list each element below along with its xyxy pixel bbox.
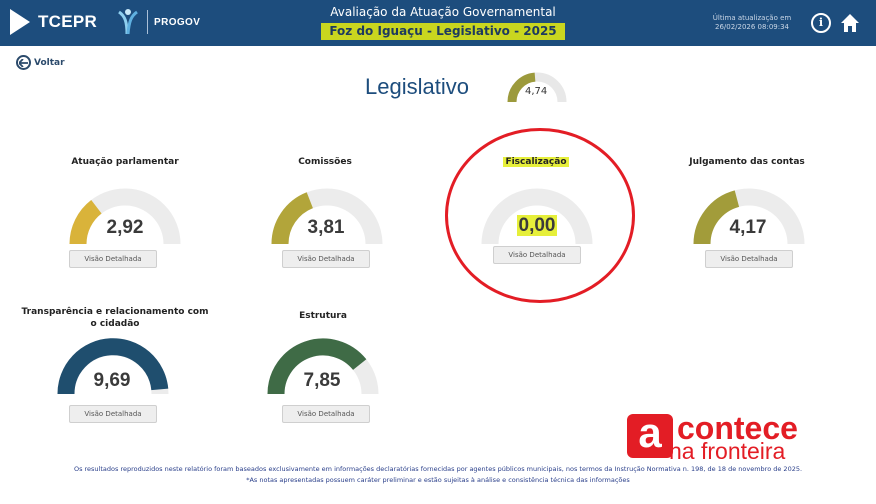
report-title-block: Avaliação da Atuação Governamental Foz d… xyxy=(300,4,586,40)
overall-gauge xyxy=(507,72,567,103)
progov-divider xyxy=(147,10,148,34)
watermark-line1: contece xyxy=(677,410,798,446)
card-atuacao-parlamentar: Atuação parlamentar xyxy=(30,156,220,168)
overall-gauge-fill xyxy=(507,72,536,103)
card-transparencia: Transparência e relacionamento com o cid… xyxy=(17,306,213,330)
score-estrutura: 7,85 xyxy=(303,370,341,391)
gauge-estrutura xyxy=(267,338,379,395)
card-label: Julgamento das contas xyxy=(689,157,805,167)
back-button[interactable]: Voltar xyxy=(16,55,65,70)
last-update: Última atualização em 26/02/2026 08:09:3… xyxy=(706,14,798,32)
footer-disclaimer: Os resultados reproduzidos neste relatór… xyxy=(73,465,803,473)
back-arrow-icon xyxy=(16,55,31,70)
detail-button-transparencia[interactable]: Visão Detalhada xyxy=(69,405,157,423)
card-comissoes: Comissões xyxy=(230,156,420,168)
gauge-fill xyxy=(271,192,314,245)
gauge-julgamento-das-contas xyxy=(693,188,805,245)
home-icon[interactable] xyxy=(838,11,862,35)
card-julgamento-das-contas: Julgamento das contas xyxy=(652,156,842,168)
card-label: Estrutura xyxy=(299,311,347,321)
overall-score: 4,74 xyxy=(525,86,548,97)
tcepr-arrow-icon xyxy=(10,9,30,35)
detail-button-julgamento-das-contas[interactable]: Visão Detalhada xyxy=(705,250,793,268)
top-bar: TCEPR PROGOV Avaliação da Atuação Govern… xyxy=(0,0,876,46)
detail-button-comissoes[interactable]: Visão Detalhada xyxy=(282,250,370,268)
page-title: Legislativo xyxy=(365,74,469,99)
card-label: Atuação parlamentar xyxy=(71,157,179,167)
score-transparencia: 9,69 xyxy=(93,370,131,391)
gauge-transparencia xyxy=(57,338,169,395)
footer-note: *As notas apresentadas possuem caráter p… xyxy=(246,476,630,484)
tcepr-logo[interactable]: TCEPR xyxy=(10,9,97,35)
card-label: Transparência e relacionamento com o cid… xyxy=(21,307,209,329)
gauge-atuacao-parlamentar xyxy=(69,188,181,245)
gauge-comissoes xyxy=(271,188,383,245)
watermark-letter: a xyxy=(627,412,673,458)
card-label: Comissões xyxy=(298,157,352,167)
score-comissoes: 3,81 xyxy=(307,217,345,238)
info-icon[interactable]: i xyxy=(811,13,831,33)
gauge-fill xyxy=(693,190,740,245)
progov-name: PROGOV xyxy=(154,16,201,28)
card-estrutura: Estrutura xyxy=(228,310,418,322)
report-title: Avaliação da Atuação Governamental xyxy=(330,5,556,19)
last-update-value: 26/02/2026 08:09:34 xyxy=(714,23,789,31)
last-update-label: Última atualização em xyxy=(712,14,792,22)
report-subtitle: Foz do Iguaçu - Legislativo - 2025 xyxy=(321,23,565,40)
score-julgamento-das-contas: 4,17 xyxy=(729,217,767,238)
detail-button-atuacao-parlamentar[interactable]: Visão Detalhada xyxy=(69,250,157,268)
gauge-fill xyxy=(267,338,367,395)
gauge-fill xyxy=(57,338,169,395)
brand-name: TCEPR xyxy=(38,12,98,31)
score-atuacao-parlamentar: 2,92 xyxy=(106,217,144,238)
progov-leaf-icon xyxy=(118,9,138,35)
progov-logo: PROGOV xyxy=(115,8,200,36)
detail-button-estrutura[interactable]: Visão Detalhada xyxy=(282,405,370,423)
red-highlight-circle xyxy=(445,128,635,303)
back-label: Voltar xyxy=(34,57,65,68)
gauge-fill xyxy=(69,199,102,245)
watermark-line2: na fronteira xyxy=(669,438,786,464)
